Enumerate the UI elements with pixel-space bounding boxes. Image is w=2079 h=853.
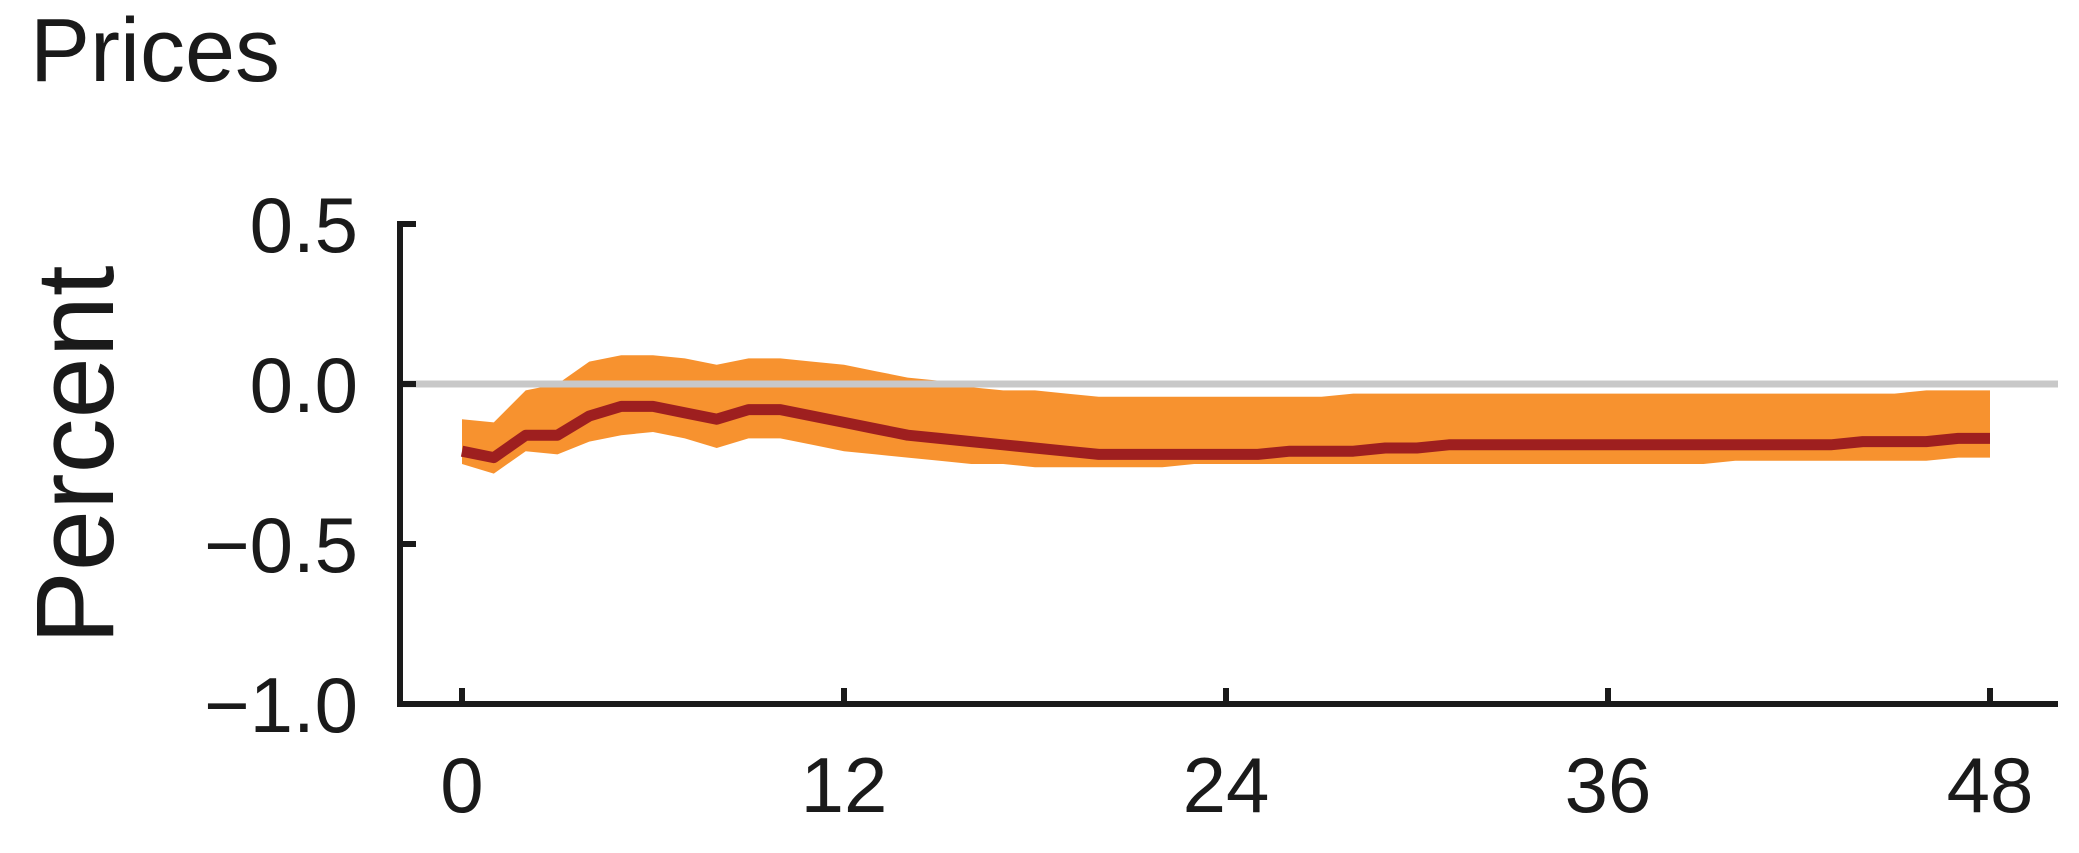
- x-tick-label: 36: [1565, 741, 1652, 829]
- y-axis-label: Percent: [14, 265, 137, 644]
- x-tick-label: 24: [1183, 741, 1270, 829]
- plot-area: [400, 355, 2058, 474]
- chart-title: Prices: [30, 1, 281, 101]
- series-line-0: [460, 400, 1990, 464]
- y-tick-label: −0.5: [204, 501, 358, 589]
- axes: 0.5 0.0 −0.5 −1.0 0 12 24 36 48: [204, 181, 2058, 829]
- y-tick-label: 0.5: [250, 181, 358, 269]
- y-tick-label: −1.0: [204, 661, 358, 749]
- x-tick-label: 0: [440, 741, 483, 829]
- x-tick-label: 48: [1947, 741, 2034, 829]
- y-tick-label: 0.0: [250, 341, 358, 429]
- x-tick-label: 12: [801, 741, 888, 829]
